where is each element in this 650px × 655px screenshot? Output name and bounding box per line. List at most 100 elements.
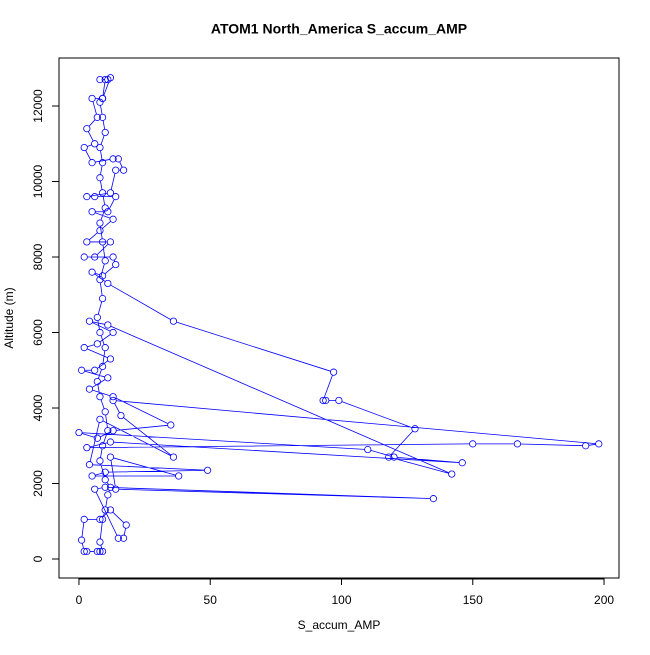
point [101,468,109,476]
point [91,140,99,148]
point [88,159,96,167]
point [98,362,107,371]
point [109,427,117,435]
point [106,238,115,246]
point [101,257,109,265]
point [96,457,104,465]
point [330,368,338,376]
point [109,396,117,405]
y-tick-label: 12000 [31,89,45,123]
point [429,495,437,503]
point [122,521,130,529]
point [83,238,91,246]
point [98,94,107,103]
point [80,253,88,261]
point [104,321,112,329]
point [80,143,88,152]
point [104,208,112,216]
y-tick-label: 10000 [31,165,45,199]
point [96,415,104,423]
series-line [81,79,596,552]
point [112,166,120,174]
point [80,515,88,523]
point [101,483,109,491]
point [104,374,112,382]
point [112,193,120,201]
point [96,538,104,546]
point [88,208,96,216]
point [96,219,104,227]
point [106,438,115,446]
point [96,75,104,84]
point [101,408,109,416]
x-tick-label: 100 [331,593,351,607]
point [322,396,330,405]
point [109,215,117,223]
point [93,340,101,348]
x-axis-label: S_accum_AMP [298,618,381,632]
point [96,393,104,401]
point [96,547,104,556]
point [101,476,109,484]
point [96,226,104,235]
x-tick-label: 150 [463,593,483,607]
point [85,385,94,393]
x-tick-label: 50 [204,593,218,607]
point [91,366,99,374]
point [96,98,104,106]
point [101,75,109,84]
point [75,428,83,437]
point [98,272,107,280]
point [88,94,96,103]
point [98,159,107,167]
point [93,377,101,386]
point [98,294,107,303]
point [85,461,94,469]
point [106,189,115,197]
point [101,344,109,352]
y-tick-label: 0 [31,555,45,562]
point [91,253,99,261]
point [104,491,112,499]
point [77,366,86,374]
point [98,189,107,197]
point [469,440,477,448]
point [104,427,112,435]
point [93,313,101,322]
point [169,453,178,461]
point [167,421,175,429]
y-tick-label: 4000 [31,394,45,421]
point [106,483,115,491]
point [112,485,120,493]
point [106,506,115,514]
point [582,442,590,450]
point [83,547,91,556]
point [101,128,109,137]
point [109,393,117,401]
point [96,276,104,284]
y-tick-label: 2000 [31,470,45,497]
point [119,166,128,174]
point [98,515,107,523]
point [117,411,125,420]
point [109,155,117,163]
point [98,238,107,246]
point [411,425,419,433]
point [319,396,327,405]
point [106,453,115,461]
point [91,193,99,201]
point [364,445,372,454]
point [80,547,88,556]
point [112,260,120,269]
point [385,453,393,461]
point [96,143,104,152]
x-tick-label: 200 [594,593,614,607]
point [77,536,86,544]
point [109,328,117,337]
point [83,193,91,201]
point [114,155,122,163]
point [93,113,101,121]
point [96,515,104,523]
